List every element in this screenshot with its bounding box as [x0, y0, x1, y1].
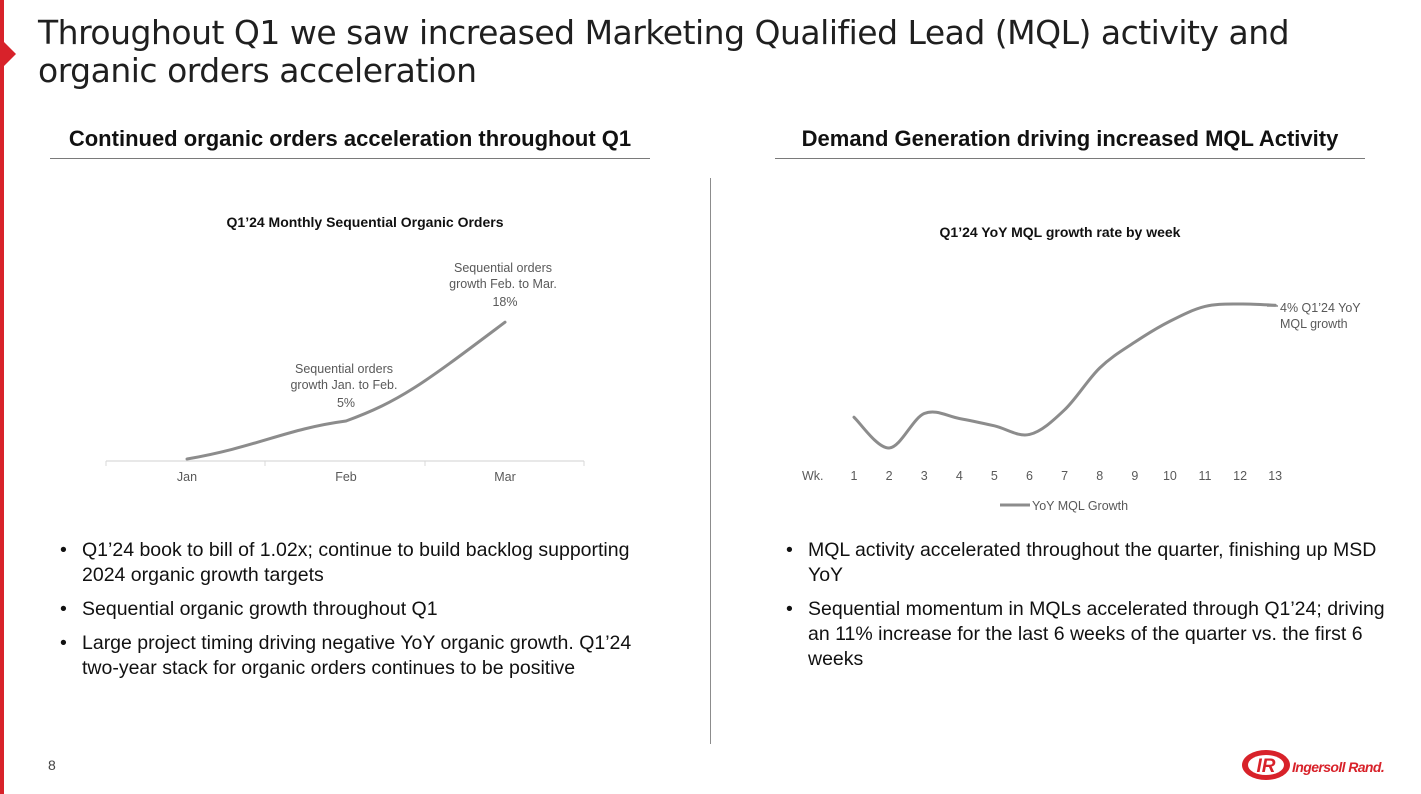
x-tick-label: 5 [991, 469, 998, 483]
x-tick-label: 3 [921, 469, 928, 483]
right-bullet-list: MQL activity accelerated throughout the … [784, 538, 1394, 681]
list-item: Large project timing driving negative Yo… [58, 631, 648, 681]
logo-text: Ingersoll Rand. [1292, 759, 1384, 775]
ingersoll-rand-logo: IR Ingersoll Rand. [1242, 750, 1385, 780]
mql-chart: 4% Q1’24 YoY MQL growth Wk. 1 2 3 4 5 6 7 8 9 10 1… [802, 301, 1361, 513]
x-tick-label: 11 [1199, 469, 1212, 483]
page-title: Throughout Q1 we saw increased Marketing… [38, 13, 1290, 90]
x-tick-label: 10 [1163, 469, 1177, 483]
annotation-feb-mar-line2: growth Feb. to Mar. [449, 277, 557, 291]
x-tick-label: 2 [886, 469, 893, 483]
accent-bar [0, 0, 4, 794]
left-bullet-list: Q1’24 book to bill of 1.02x; continue to… [58, 538, 648, 690]
x-tick-label: 7 [1061, 469, 1068, 483]
annotation-jan-feb-line2: growth Jan. to Feb. [290, 378, 397, 392]
left-section-heading: Continued organic orders acceleration th… [50, 126, 650, 159]
x-axis-prefix: Wk. [802, 469, 824, 483]
accent-arrow-icon [4, 42, 16, 66]
x-tick-label: Feb [335, 470, 357, 484]
column-divider [710, 178, 711, 744]
list-item: Sequential organic growth throughout Q1 [58, 597, 648, 622]
mql-x-tick-labels: 1 2 3 4 5 6 7 8 9 10 11 12 13 [851, 469, 1283, 483]
orders-chart: Jan Feb Mar Sequential orders growth Jan… [105, 261, 585, 484]
legend-label: YoY MQL Growth [1032, 499, 1128, 513]
annotation-feb-mar-value: 18% [492, 295, 517, 309]
list-item: MQL activity accelerated throughout the … [784, 538, 1394, 588]
annotation-feb-mar-line1: Sequential orders [454, 261, 552, 275]
mql-end-label-line1: 4% Q1’24 YoY [1280, 301, 1361, 315]
x-tick-label: 4 [956, 469, 963, 483]
x-tick-label: 13 [1268, 469, 1282, 483]
mql-series-line [852, 302, 1277, 450]
orders-chart-title: Q1’24 Monthly Sequential Organic Orders [226, 214, 504, 230]
right-section-heading: Demand Generation driving increased MQL … [775, 126, 1365, 159]
x-tick-label: 1 [851, 469, 858, 483]
x-tick-label: Mar [494, 470, 516, 484]
x-tick-label: 9 [1131, 469, 1138, 483]
list-item: Q1’24 book to bill of 1.02x; continue to… [58, 538, 648, 588]
mql-chart-title: Q1’24 YoY MQL growth rate by week [939, 224, 1181, 240]
page-number: 8 [48, 757, 56, 773]
x-tick-label: 12 [1233, 469, 1247, 483]
x-tick-label: 6 [1026, 469, 1033, 483]
annotation-jan-feb-line1: Sequential orders [295, 362, 393, 376]
annotation-jan-feb-value: 5% [337, 396, 355, 410]
x-tick-label: 8 [1096, 469, 1103, 483]
list-item: Sequential momentum in MQLs accelerated … [784, 597, 1394, 672]
mql-end-label-line2: MQL growth [1280, 317, 1348, 331]
logo-mark: IR [1257, 756, 1276, 777]
x-tick-label: Jan [177, 470, 197, 484]
orders-series-line [185, 320, 507, 461]
